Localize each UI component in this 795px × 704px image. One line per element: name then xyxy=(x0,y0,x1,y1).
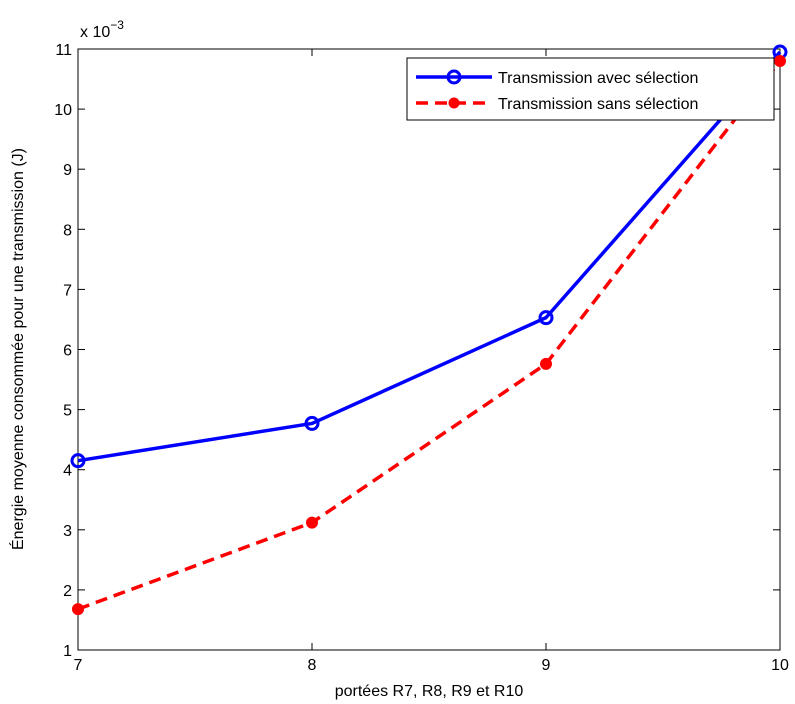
y-tick-label: 1 xyxy=(63,643,72,660)
y-tick-label: 5 xyxy=(63,403,72,420)
y-tick-label: 3 xyxy=(63,523,72,540)
legend-item: Transmission sans sélection xyxy=(416,96,698,113)
series-2 xyxy=(72,55,786,616)
data-point xyxy=(70,453,86,469)
y-axis-label: Énergie moyenne consommée pour une trans… xyxy=(8,148,27,550)
y-exponent-label: x 10−3 xyxy=(80,18,124,41)
y-tick-label: 9 xyxy=(63,162,72,179)
legend-item: Transmission avec sélection xyxy=(416,69,698,87)
x-tick-label: 10 xyxy=(771,657,789,674)
data-point xyxy=(774,55,786,68)
legend-label: Transmission avec sélection xyxy=(498,70,698,87)
legend: Transmission avec sélection Transmission … xyxy=(406,57,775,121)
y-tick-label: 7 xyxy=(63,282,72,299)
x-axis: 7 8 9 10 xyxy=(74,49,789,674)
data-point xyxy=(304,415,320,431)
legend-label: Transmission sans sélection xyxy=(498,96,698,113)
legend-box xyxy=(406,57,775,121)
x-axis-label: portées R7, R8, R9 et R10 xyxy=(335,683,524,700)
y-tick-label: 6 xyxy=(63,343,72,360)
data-point xyxy=(72,603,84,616)
series-line xyxy=(77,59,782,611)
series-layer xyxy=(70,44,788,616)
x-tick-label: 7 xyxy=(74,657,83,674)
y-tick-label: 4 xyxy=(63,463,72,480)
y-tick-label: 8 xyxy=(63,222,72,239)
x-tick-label: 9 xyxy=(542,657,551,674)
data-point xyxy=(540,357,552,370)
x-tick-label: 8 xyxy=(308,657,317,674)
data-point xyxy=(538,310,554,326)
legend-swatch-marker xyxy=(448,97,460,109)
data-point xyxy=(306,516,318,529)
y-tick-label: 11 xyxy=(55,42,72,59)
y-tick-label: 2 xyxy=(63,583,72,600)
legend-swatch-marker xyxy=(446,69,462,85)
y-tick-label: 10 xyxy=(54,102,72,119)
series-line xyxy=(77,50,782,463)
plot-area xyxy=(77,48,781,651)
